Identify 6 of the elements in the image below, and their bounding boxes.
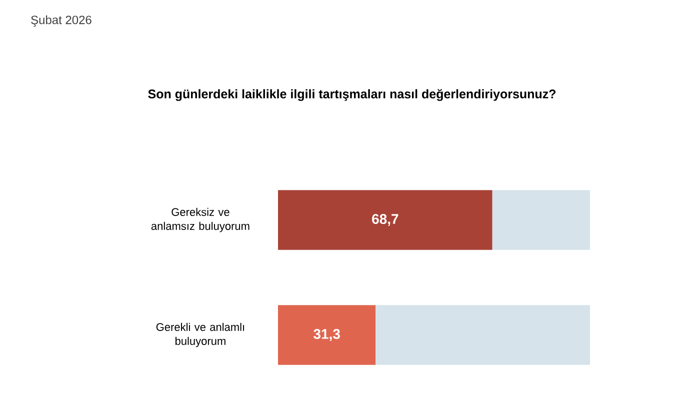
data-label: 31,3 (314, 329, 340, 341)
y-tick-label: Gereksiz ve anlamsız buluyorum (151, 208, 250, 232)
data-label: 68,7 (372, 214, 398, 226)
y-tick-label: Gerekli ve anlamlı buluyorum (156, 322, 244, 348)
chart-title: Son günlerdeki laiklikle ilgili tartışmaları nasıl değerlendiriyorsunuz? (148, 89, 556, 101)
text: Şubat 2026 (31, 15, 92, 27)
